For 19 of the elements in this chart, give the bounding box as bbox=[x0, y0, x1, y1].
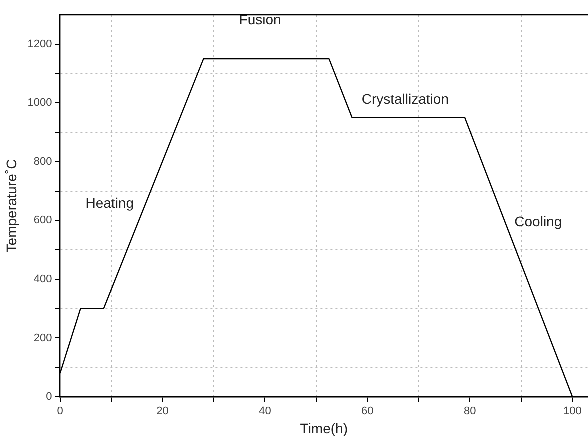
x-tick-label: 100 bbox=[563, 406, 582, 418]
annotation: Heating bbox=[86, 194, 134, 211]
x-tick-label: 80 bbox=[464, 406, 476, 418]
y-tick-label: 1200 bbox=[28, 38, 52, 50]
annotation: Fusion bbox=[239, 12, 282, 28]
y-tick-label: 800 bbox=[34, 156, 52, 168]
y-tick-label: 600 bbox=[34, 214, 52, 227]
y-tick-label: 400 bbox=[34, 273, 52, 286]
x-tick-label: 20 bbox=[156, 406, 169, 418]
y-axis-title: Temperature˚C bbox=[3, 159, 20, 253]
x-tick-label: 40 bbox=[259, 406, 272, 418]
annotation: Cooling bbox=[514, 214, 562, 230]
annotation: Crystallization bbox=[362, 91, 449, 108]
y-tick-label: 1000 bbox=[28, 97, 52, 110]
y-tick-label: 200 bbox=[34, 332, 52, 344]
x-tick-label: 0 bbox=[57, 406, 64, 418]
x-axis-title: Time(h) bbox=[300, 420, 348, 436]
y-tick-label: 0 bbox=[46, 391, 52, 404]
x-tick-label: 60 bbox=[362, 406, 374, 418]
